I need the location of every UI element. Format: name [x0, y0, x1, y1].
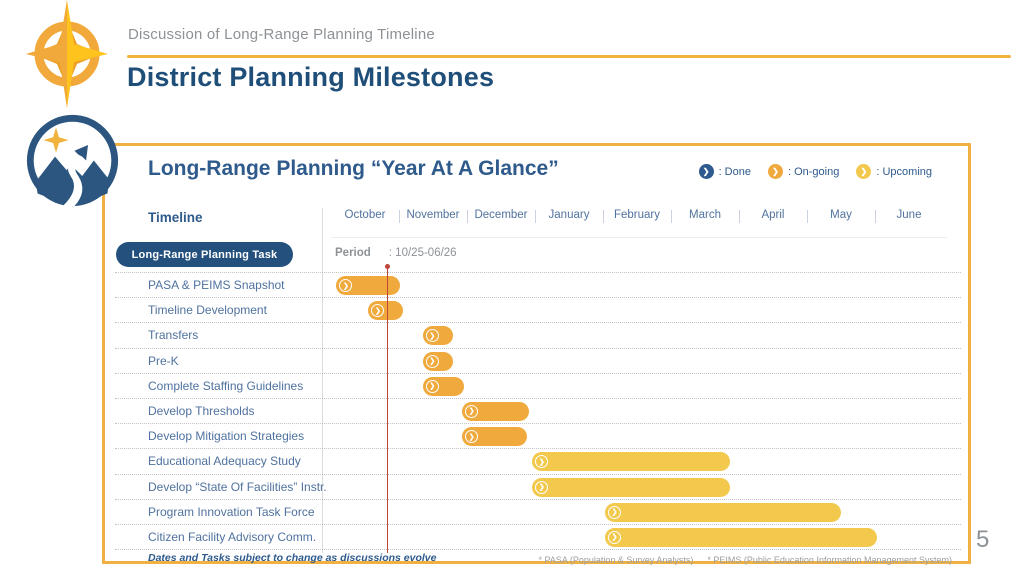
- period-label: Period: [335, 247, 371, 259]
- acronym-peims: * PEIMS (Public Education Information Ma…: [707, 555, 952, 565]
- task-label: Program Innovation Task Force: [148, 504, 315, 519]
- task-row: Citizen Facility Advisory Comm. ❯: [115, 525, 961, 551]
- task-row: Complete Staffing Guidelines ❯: [115, 374, 961, 399]
- acronym-note: * PASA (Population & Survey Analysts) * …: [538, 555, 952, 565]
- legend-item-done: ❯ : Done: [698, 164, 751, 179]
- axis-underline: [331, 237, 947, 238]
- month-divider: [535, 210, 536, 223]
- gantt-card: Long-Range Planning “Year At A Glance” ❯…: [102, 143, 971, 565]
- task-label: Citizen Facility Advisory Comm.: [148, 529, 317, 544]
- chevron-right-circle-icon: ❯: [767, 164, 783, 179]
- task-row: Program Innovation Task Force ❯: [115, 500, 961, 525]
- chevron-right-circle-icon: ❯: [608, 530, 622, 544]
- month-label: January: [548, 209, 590, 221]
- task-column-button-label: Long-Range Planning Task: [131, 248, 278, 261]
- task-row: Educational Adequacy Study ❯: [115, 449, 961, 475]
- month-label: April: [761, 209, 785, 221]
- legend-label: : Upcoming: [876, 165, 932, 178]
- today-marker-dot: [384, 264, 390, 269]
- legend-label: : On-going: [787, 165, 840, 178]
- task-row: Develop “State Of Facilities” Instr. ❯: [115, 475, 961, 500]
- timeline-column-header: Timeline: [148, 210, 203, 225]
- legend-item-upcoming: ❯ : Upcoming: [856, 164, 932, 179]
- task-row: Timeline Development ❯: [115, 298, 961, 324]
- task-label: Timeline Development: [148, 303, 267, 318]
- period-readout: Period : 10/25-06/26: [335, 247, 457, 259]
- month-axis: October November December January February Ma…: [331, 209, 943, 227]
- chevron-right-circle-icon: ❯: [465, 404, 479, 418]
- gantt-bar-ongoing: ❯: [462, 401, 529, 421]
- gantt-bar-ongoing: ❯: [336, 276, 401, 295]
- month-label: May: [830, 209, 852, 221]
- page-number: 5: [976, 526, 990, 553]
- chevron-right-circle-icon: ❯: [698, 164, 714, 179]
- legend-label: : Done: [718, 165, 751, 178]
- gantt-rows: PASA & PEIMS Snapshot ❯ Timeline Developme…: [115, 272, 961, 551]
- month-divider: [807, 210, 808, 223]
- chevron-right-circle-icon: ❯: [339, 279, 353, 292]
- month-label: June: [896, 209, 922, 221]
- task-column-button: Long-Range Planning Task: [116, 242, 293, 267]
- month-label: November: [406, 209, 460, 221]
- task-row: Transfers ❯: [115, 323, 961, 349]
- chevron-right-circle-icon: ❯: [535, 455, 549, 469]
- task-label: Develop “State Of Facilities” Instr.: [148, 479, 327, 494]
- gantt-bar-upcoming: ❯: [532, 477, 731, 497]
- gantt-bar-ongoing: ❯: [422, 326, 454, 346]
- gantt-bar-ongoing: ❯: [368, 301, 404, 321]
- task-row: Develop Thresholds ❯: [115, 399, 961, 425]
- month-divider: [399, 210, 400, 223]
- disclaimer-note: Dates and Tasks subject to change as dis…: [148, 552, 437, 564]
- chevron-right-circle-icon: ❯: [465, 430, 479, 444]
- task-label: PASA & PEIMS Snapshot: [148, 278, 285, 293]
- today-marker-line: [384, 264, 390, 553]
- month-divider: [739, 210, 740, 223]
- slide-eyebrow: Discussion of Long-Range Planning Timeli…: [128, 26, 435, 43]
- period-value: : 10/25-06/26: [388, 247, 457, 259]
- chart-title: Long-Range Planning “Year At A Glance”: [148, 157, 559, 180]
- header-divider: [127, 55, 1011, 58]
- month-label: February: [613, 209, 661, 221]
- gantt-bar-upcoming: ❯: [605, 527, 878, 547]
- task-label: Develop Mitigation Strategies: [148, 429, 305, 444]
- chevron-right-circle-icon: ❯: [425, 329, 439, 343]
- month-label: March: [689, 209, 721, 221]
- month-divider: [603, 210, 604, 223]
- gantt-bar-upcoming: ❯: [605, 502, 841, 522]
- chevron-right-circle-icon: ❯: [425, 354, 439, 368]
- column-divider-line: [322, 208, 323, 553]
- gantt-bar-upcoming: ❯: [532, 452, 731, 472]
- chevron-right-circle-icon: ❯: [425, 379, 439, 393]
- page-title: District Planning Milestones: [127, 62, 495, 92]
- task-label: Educational Adequacy Study: [148, 454, 301, 469]
- acronym-pasa: * PASA (Population & Survey Analysts): [538, 555, 694, 565]
- legend-item-ongoing: ❯ : On-going: [767, 164, 840, 179]
- chevron-right-circle-icon: ❯: [856, 164, 872, 179]
- gantt-bar-ongoing: ❯: [422, 376, 465, 396]
- task-label: Pre-K: [148, 353, 179, 368]
- task-label: Develop Thresholds: [148, 404, 255, 419]
- task-row: Develop Mitigation Strategies ❯: [115, 424, 961, 450]
- task-label: Complete Staffing Guidelines: [148, 378, 304, 393]
- chevron-right-circle-icon: ❯: [608, 505, 622, 519]
- task-label: Transfers: [148, 328, 199, 343]
- chevron-right-circle-icon: ❯: [535, 480, 549, 494]
- legend: ❯ : Done ❯ : On-going ❯ : Upcoming: [698, 164, 932, 179]
- task-row: PASA & PEIMS Snapshot ❯: [115, 273, 961, 299]
- month-label: December: [474, 209, 528, 221]
- gantt-bar-ongoing: ❯: [422, 351, 454, 371]
- month-label: October: [344, 209, 386, 221]
- chevron-right-circle-icon: ❯: [371, 304, 385, 318]
- month-divider: [671, 210, 672, 223]
- month-divider: [467, 210, 468, 223]
- task-row: Pre-K ❯: [115, 349, 961, 374]
- district-logo-icon: [24, 112, 121, 209]
- month-divider: [875, 210, 876, 223]
- compass-rose-icon: [16, 0, 116, 108]
- gantt-bar-ongoing: ❯: [462, 427, 527, 447]
